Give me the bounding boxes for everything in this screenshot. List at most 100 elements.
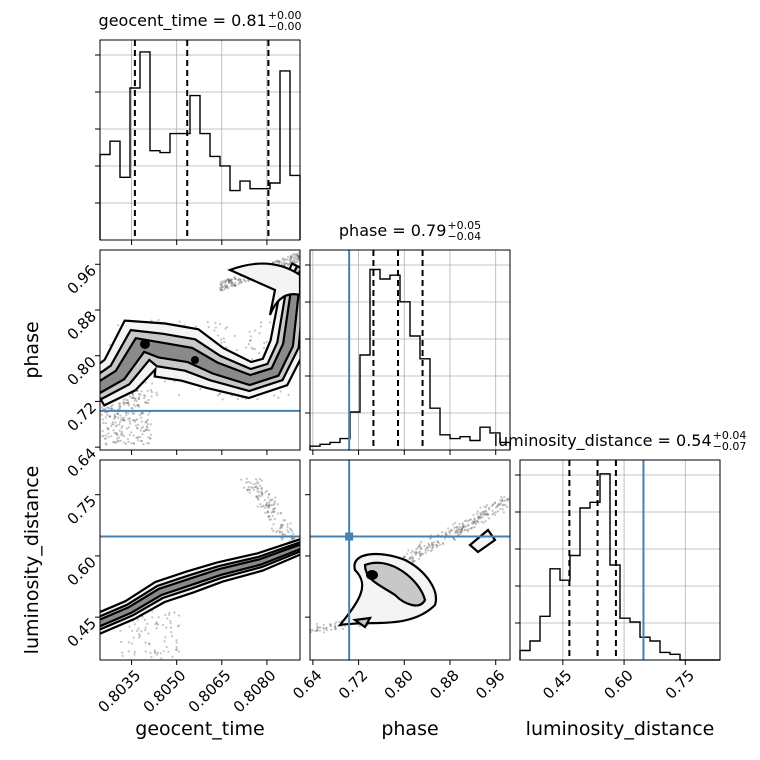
sample-point [126,399,129,402]
sample-point [454,531,457,534]
sample-point [137,403,140,407]
sample-point [280,526,283,529]
sample-point [127,402,130,405]
sample-point [506,498,509,501]
sample-point [479,515,482,518]
sample-point [153,651,157,654]
sample-point [224,285,227,288]
sample-point [289,256,293,259]
sample-point [334,625,337,628]
sample-point [131,418,135,422]
sample-point [486,513,490,516]
sample-point [478,515,481,518]
sample-point [230,282,233,285]
sample-point [147,436,150,439]
sample-point [456,530,459,533]
sample-point [462,524,466,527]
sample-point [146,422,150,426]
sample-point [257,497,260,500]
sample-point [258,477,261,481]
sample-point [121,418,124,421]
sample-point [126,437,129,441]
sample-point [280,526,283,529]
sample-point [118,429,121,432]
sample-point [424,547,427,550]
sample-point [233,284,237,288]
sample-point [269,498,272,501]
sample-point [117,413,120,416]
xtick-label: 0.72 [335,666,371,702]
sample-point [149,437,152,440]
sample-point [248,488,251,491]
sample-point [219,322,222,326]
sample-point [229,280,232,283]
sample-point [146,442,149,445]
sample-point [432,543,435,546]
hist-panel-phase: phase = 0.79 −0.04+0.05 [305,219,511,451]
sample-point [177,614,181,617]
sample-point [268,515,271,518]
sample-point [260,489,263,493]
sample-point [501,500,504,503]
sample-point [123,401,126,404]
sample-point [463,528,467,531]
sample-point [452,537,455,540]
sample-point [472,522,475,525]
sample-point [273,510,276,513]
sample-point [281,524,285,527]
sample-point [282,259,285,263]
sample-point [138,636,141,639]
sample-point [239,278,242,282]
panel-content [100,477,304,660]
sample-point [121,425,124,428]
sample-point [293,252,296,256]
sample-point [148,436,152,440]
sample-point [140,412,143,415]
sample-point [496,505,499,508]
sample-point [240,478,243,481]
density-contour [100,264,300,401]
sample-point [143,618,146,621]
sample-point [421,553,424,556]
sample-point [281,538,284,541]
sample-point [496,510,500,513]
sample-point [220,288,223,292]
sample-point [269,518,272,521]
sample-point [293,256,296,260]
sample-point [494,506,498,509]
sample-point [120,430,124,433]
sample-point [134,405,137,408]
sample-point [476,515,480,518]
sample-point [435,543,438,547]
density-contour [100,543,300,628]
title-upper-error: +0.00 [268,9,302,22]
sample-point [267,493,271,496]
sample-point [436,533,439,536]
sample-point [242,278,245,281]
sample-point [325,626,328,630]
sample-point [221,282,224,285]
sample-point [139,429,142,432]
sample-point [244,346,248,349]
sample-point [118,421,122,424]
ytick-label: 0.72 [64,399,100,435]
sample-point [147,402,150,405]
sample-point [159,652,162,655]
sample-point [174,648,178,651]
sample-point [441,543,445,546]
sample-point [358,625,361,628]
sample-point [473,525,476,529]
hist-panel-geocent_time: geocent_time = 0.81 −0.00+0.00 [95,9,302,241]
sample-point [302,548,304,550]
sample-point [252,483,255,486]
sample-point [429,537,432,540]
sample-point [171,655,174,658]
sample-point [170,631,173,634]
sample-point [112,429,115,432]
sample-point [445,533,448,536]
sample-point [104,422,108,425]
sample-point [219,286,222,289]
sample-point [224,346,228,349]
sample-point [221,284,224,288]
sample-point [256,480,259,483]
